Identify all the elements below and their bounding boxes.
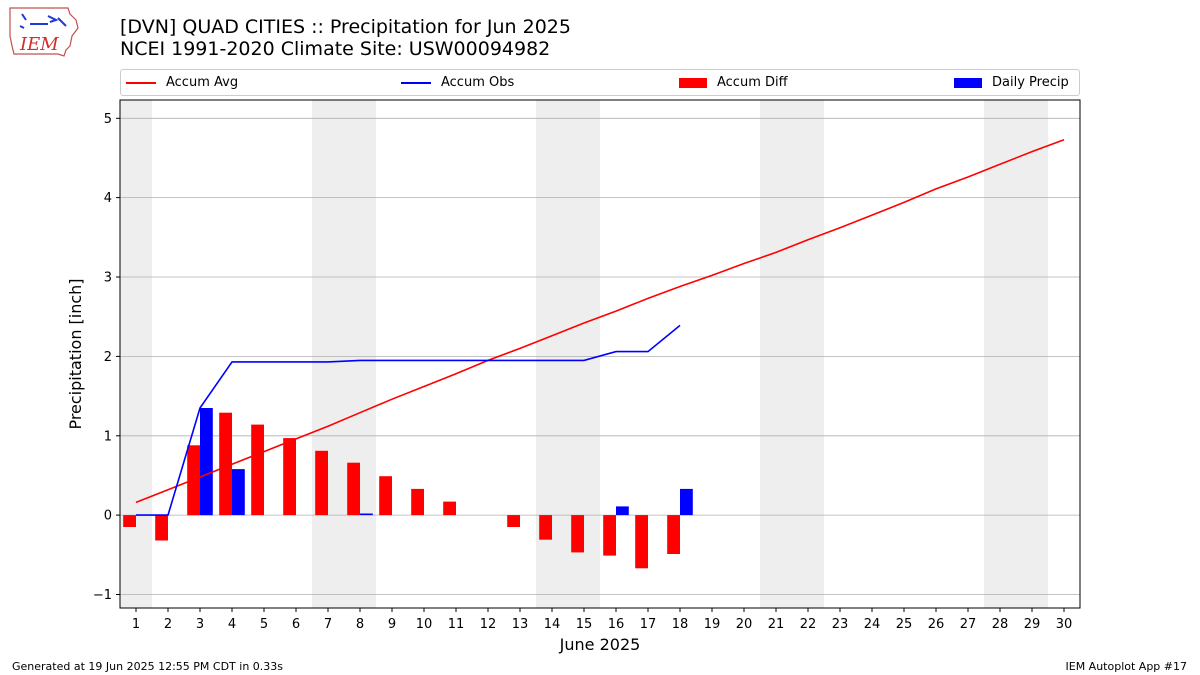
y-tick-label: 0 xyxy=(104,509,112,524)
accum-diff-bar xyxy=(283,438,296,516)
x-tick-label: 13 xyxy=(512,617,529,632)
x-tick-label: 14 xyxy=(544,617,561,632)
x-tick-label: 10 xyxy=(416,617,433,632)
weekend-band xyxy=(312,100,376,608)
legend-swatch-accum-obs xyxy=(401,81,431,84)
y-axis-label: Precipitation [inch] xyxy=(66,278,85,429)
iem-logo: IEM xyxy=(9,7,79,57)
x-tick-label: 20 xyxy=(736,617,753,632)
legend-item-accum-obs: Accum Obs xyxy=(401,70,514,95)
daily-precip-bar xyxy=(200,408,213,516)
legend-swatch-accum-diff xyxy=(679,77,707,88)
x-tick-label: 12 xyxy=(480,617,497,632)
chart-title: [DVN] QUAD CITIES :: Precipitation for J… xyxy=(120,16,571,60)
weekend-band xyxy=(984,100,1048,608)
x-tick-label: 17 xyxy=(640,617,657,632)
weekend-band xyxy=(120,100,152,608)
x-tick-label: 7 xyxy=(324,617,332,632)
legend-label-accum-diff: Accum Diff xyxy=(717,75,788,90)
daily-precip-bar xyxy=(616,506,629,516)
x-tick-label: 4 xyxy=(228,617,236,632)
accum-diff-bar xyxy=(411,488,424,516)
daily-precip-bar xyxy=(232,469,245,516)
accum-obs-line xyxy=(136,324,681,516)
accum-diff-bar xyxy=(507,515,520,527)
x-tick-label: 2 xyxy=(164,617,172,632)
y-tick-label: 1 xyxy=(104,429,112,444)
accum-diff-bar xyxy=(251,424,264,516)
accum-diff-bar xyxy=(155,515,168,541)
title-line-1: [DVN] QUAD CITIES :: Precipitation for J… xyxy=(120,16,571,38)
weather-symbols-icon xyxy=(19,13,67,29)
x-tick-label: 1 xyxy=(132,617,140,632)
title-line-2: NCEI 1991-2020 Climate Site: USW00094982 xyxy=(120,38,551,60)
x-tick-label: 3 xyxy=(196,617,204,632)
accum-diff-bar xyxy=(379,476,392,516)
x-tick-label: 19 xyxy=(704,617,721,632)
x-tick-label: 30 xyxy=(1056,617,1073,632)
x-tick-label: 6 xyxy=(292,617,300,632)
x-tick-label: 18 xyxy=(672,617,689,632)
legend-item-daily-precip: Daily Precip xyxy=(954,70,1069,95)
legend: Accum Avg Accum Obs Accum Diff Daily Pre… xyxy=(120,69,1080,96)
x-tick-label: 27 xyxy=(960,617,977,632)
y-tick-label: 2 xyxy=(104,350,112,365)
daily-precip-bar xyxy=(360,513,373,516)
x-tick-label: 9 xyxy=(388,617,396,632)
legend-label-daily-precip: Daily Precip xyxy=(992,75,1069,90)
x-tick-label: 5 xyxy=(260,617,268,632)
legend-swatch-daily-precip xyxy=(954,77,982,88)
accum-diff-bar xyxy=(571,515,584,553)
accum-diff-bar xyxy=(315,450,328,516)
accum-diff-bar xyxy=(667,515,680,554)
accum-diff-bar xyxy=(123,515,136,527)
x-tick-label: 15 xyxy=(576,617,593,632)
app-note: IEM Autoplot App #17 xyxy=(1065,660,1188,673)
weekend-band xyxy=(760,100,824,608)
x-tick-label: 23 xyxy=(832,617,849,632)
x-tick-label: 29 xyxy=(1024,617,1041,632)
legend-label-accum-avg: Accum Avg xyxy=(166,75,239,90)
logo-text: IEM xyxy=(19,34,59,55)
y-tick-label: 4 xyxy=(104,191,112,206)
legend-label-accum-obs: Accum Obs xyxy=(441,75,515,90)
legend-swatch-accum-avg xyxy=(126,81,156,84)
legend-item-accum-avg: Accum Avg xyxy=(126,70,238,95)
accum-diff-bar xyxy=(219,412,232,516)
y-tick-label: −1 xyxy=(93,588,112,603)
daily-precip-bar xyxy=(680,488,693,516)
accum-diff-bar xyxy=(539,515,552,540)
legend-item-accum-diff: Accum Diff xyxy=(679,70,788,95)
x-tick-label: 16 xyxy=(608,617,625,632)
x-tick-label: 26 xyxy=(928,617,945,632)
accum-avg-line xyxy=(135,138,1065,504)
x-tick-label: 11 xyxy=(448,617,465,632)
x-axis-label: June 2025 xyxy=(559,635,641,654)
accum-diff-bar xyxy=(635,515,648,569)
y-tick-label: 3 xyxy=(104,271,112,286)
x-tick-label: 21 xyxy=(768,617,785,632)
accum-diff-bar xyxy=(347,462,360,516)
x-tick-label: 22 xyxy=(800,617,817,632)
accum-diff-bar xyxy=(443,501,456,516)
plot-frame xyxy=(119,99,1081,609)
y-tick-label: 5 xyxy=(104,112,112,127)
accum-diff-bar xyxy=(603,515,616,556)
x-tick-label: 25 xyxy=(896,617,913,632)
generated-note: Generated at 19 Jun 2025 12:55 PM CDT in… xyxy=(12,660,284,673)
x-tick-label: 8 xyxy=(356,617,364,632)
x-tick-label: 24 xyxy=(864,617,881,632)
x-tick-label: 28 xyxy=(992,617,1009,632)
